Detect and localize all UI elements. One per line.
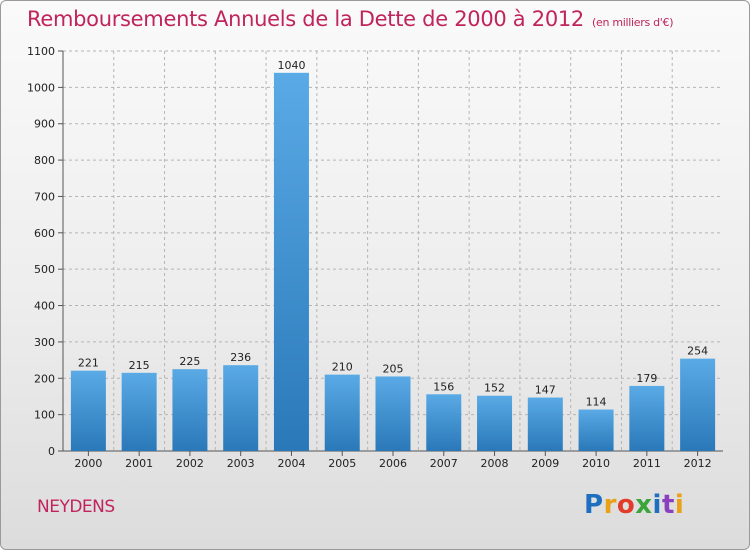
y-tick-label: 1100 [27, 45, 55, 58]
bar-2006 [375, 376, 411, 451]
bar-2010 [578, 409, 614, 451]
y-tick-label: 900 [34, 118, 55, 131]
y-tick-label: 300 [34, 336, 55, 349]
logo-letter: P [584, 490, 604, 520]
data-label: 179 [636, 372, 657, 385]
x-tick-label: 2001 [125, 457, 153, 470]
y-tick-label: 400 [34, 300, 55, 313]
proxiti-logo: Proxiti [584, 490, 684, 520]
bar-2003 [223, 365, 259, 451]
data-label: 215 [129, 359, 150, 372]
data-label: 254 [687, 345, 708, 358]
x-tick-label: 2012 [684, 457, 712, 470]
bar-2002 [172, 369, 208, 451]
logo-letter: o [616, 490, 636, 520]
x-tick-label: 2008 [481, 457, 509, 470]
labels: 0 100 200 300 400 500 600 700 800 900 1000 1100 2000… [27, 45, 712, 470]
data-label: 114 [586, 396, 607, 409]
y-tick-label: 200 [34, 372, 55, 385]
bar-2000 [70, 370, 106, 451]
y-tick-label: 600 [34, 227, 55, 240]
y-tick-label: 800 [34, 154, 55, 167]
x-tick-label: 2000 [74, 457, 102, 470]
data-label: 210 [332, 361, 353, 374]
logo-letter: x [635, 490, 653, 520]
bar-2008 [477, 395, 513, 451]
logo-letter: r [603, 490, 617, 520]
y-tick-label: 100 [34, 409, 55, 422]
x-tick-label: 2006 [379, 457, 407, 470]
city-name: NEYDENS [37, 497, 115, 517]
x-tick-label: 2005 [328, 457, 356, 470]
data-label: 152 [484, 382, 505, 395]
bar-2005 [324, 374, 360, 451]
y-tick-label: 500 [34, 263, 55, 276]
x-tick-label: 2009 [531, 457, 559, 470]
bars [70, 72, 716, 452]
data-label: 221 [78, 357, 99, 370]
bar-2001 [121, 372, 157, 451]
y-tick-label: 0 [48, 445, 55, 458]
data-label: 147 [535, 384, 556, 397]
x-tick-label: 2007 [430, 457, 458, 470]
x-tick-label: 2010 [582, 457, 610, 470]
bar-2007 [426, 394, 462, 451]
chart-title-text: Remboursements Annuels de la Dette de 20… [27, 7, 584, 31]
data-label: 156 [433, 380, 454, 393]
data-label: 205 [383, 362, 404, 375]
bar-2004 [273, 72, 309, 452]
bar-2009 [527, 397, 563, 451]
data-label: 225 [179, 355, 200, 368]
x-tick-label: 2002 [176, 457, 204, 470]
chart-unit: (en milliers d'€) [592, 16, 674, 29]
y-tick-label: 1000 [27, 81, 55, 94]
bar-2011 [629, 385, 665, 451]
y-tick-label: 700 [34, 190, 55, 203]
logo-letter: t [661, 490, 675, 520]
x-tick-label: 2004 [277, 457, 305, 470]
x-tick-label: 2003 [227, 457, 255, 470]
logo-letter: i [652, 490, 662, 520]
chart-title: Remboursements Annuels de la Dette de 20… [27, 7, 673, 31]
logo-letter: i [674, 490, 685, 520]
bar-2012 [680, 358, 716, 451]
x-tick-label: 2011 [633, 457, 661, 470]
data-label: 236 [230, 351, 251, 364]
data-label: 1040 [277, 59, 305, 72]
